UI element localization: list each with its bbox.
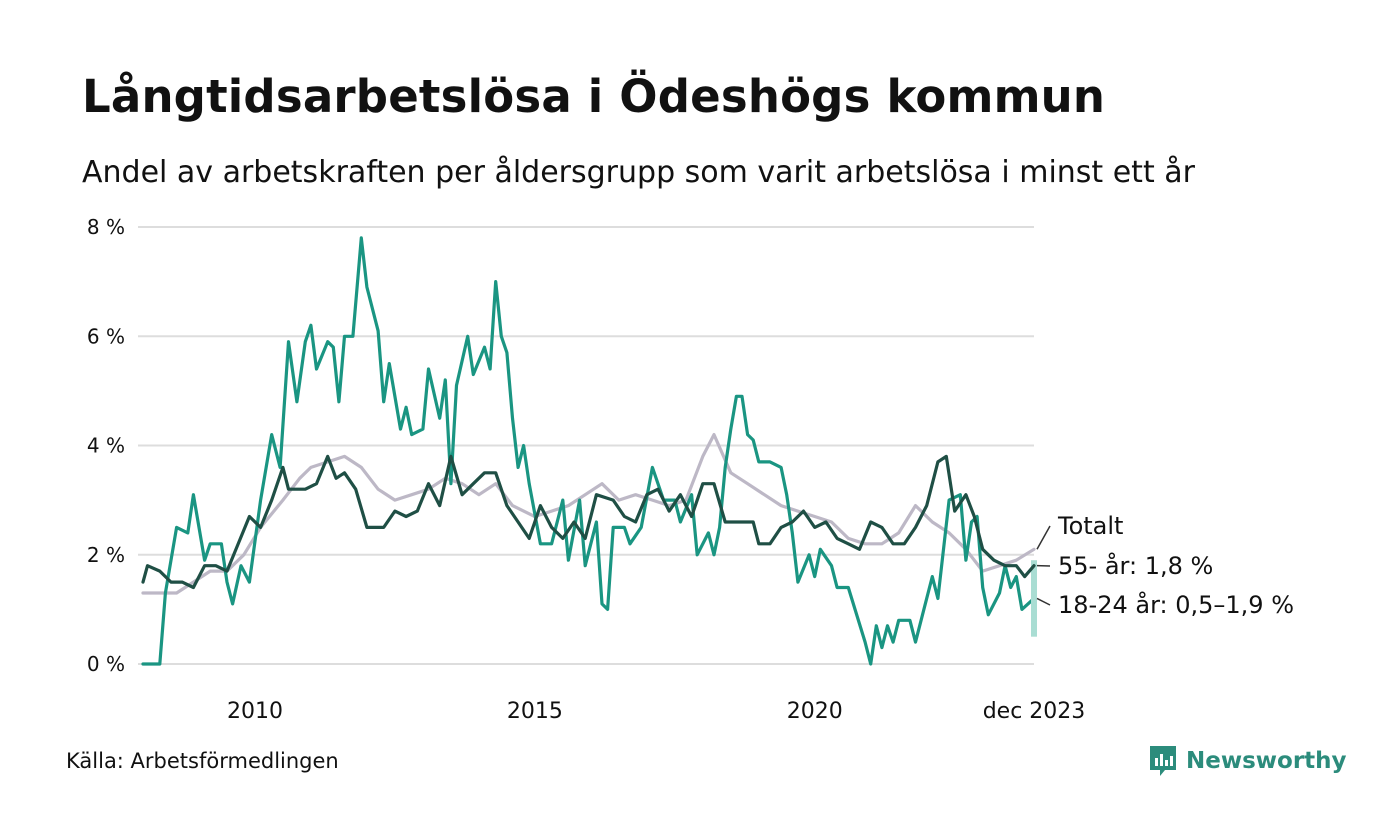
- leader-line: [1036, 597, 1051, 606]
- series-label-totalt: Totalt: [1057, 512, 1123, 540]
- y-tick-label: 4 %: [87, 434, 125, 458]
- bar-chart-bubble-icon: [1150, 746, 1176, 776]
- leader-line: [1036, 525, 1051, 550]
- y-tick-label: 2 %: [87, 543, 125, 567]
- x-axis: 2010 2015 2020 dec 2023: [227, 699, 1085, 724]
- series-line-age-18-24: [141, 236, 1036, 666]
- brand-name: Newsworthy: [1186, 748, 1347, 774]
- newsworthy-logo[interactable]: Newsworthy: [1148, 744, 1347, 778]
- x-tick-label: dec 2023: [983, 699, 1086, 724]
- series-labels: Totalt 55- år: 1,8 % 18-24 år: 0,5–1,9 %: [1036, 512, 1294, 619]
- grid-lines: [138, 226, 1034, 665]
- series-lines: [141, 236, 1037, 666]
- y-tick-label: 8 %: [87, 215, 125, 239]
- chart-subtitle: Andel av arbetskraften per åldersgrupp s…: [82, 155, 1195, 190]
- series-line-age-55: [141, 454, 1036, 590]
- y-tick-label: 0 %: [87, 652, 125, 676]
- series-label-age-18-24: 18-24 år: 0,5–1,9 %: [1058, 590, 1294, 619]
- range-band-age-18-24: [1031, 560, 1037, 637]
- x-tick-label: 2015: [507, 699, 563, 724]
- source-note: Källa: Arbetsförmedlingen: [66, 749, 339, 773]
- chart-title: Långtidsarbetslösa i Ödeshögs kommun: [82, 70, 1106, 123]
- series-line-totalt: [141, 433, 1036, 595]
- y-axis: 0 % 2 % 4 % 6 % 8 %: [87, 215, 125, 676]
- y-tick-label: 6 %: [87, 324, 125, 348]
- x-tick-label: 2010: [227, 699, 283, 724]
- x-tick-label: 2020: [787, 699, 843, 724]
- series-label-age-55: 55- år: 1,8 %: [1058, 551, 1213, 580]
